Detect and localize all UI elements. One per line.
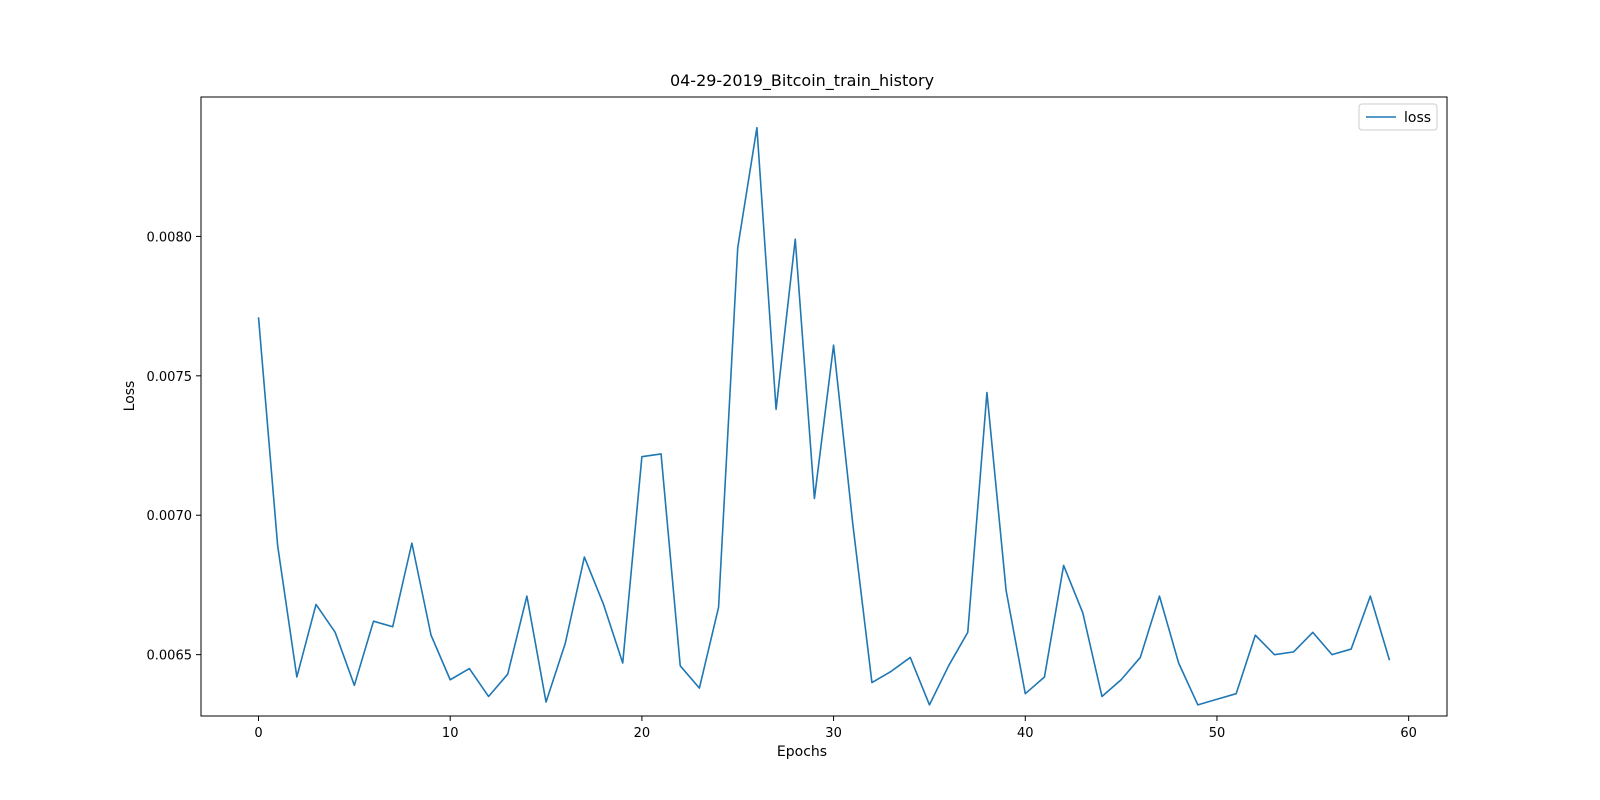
data-point xyxy=(814,498,815,499)
series-line-loss xyxy=(257,126,1391,706)
y-tick-label: 0.0080 xyxy=(147,230,193,245)
data-point xyxy=(891,671,892,672)
legend-box xyxy=(1358,103,1438,131)
data-point xyxy=(871,682,872,683)
data-point xyxy=(967,632,968,633)
data-point xyxy=(756,127,757,128)
data-point xyxy=(373,621,374,622)
data-point xyxy=(1331,654,1332,655)
y-tick-label: 0.0065 xyxy=(147,649,193,664)
data-point xyxy=(488,696,489,697)
data-point xyxy=(852,523,853,524)
plot-frame xyxy=(200,96,1448,717)
data-point xyxy=(1274,654,1275,655)
legend-label: loss xyxy=(1404,110,1431,126)
data-point xyxy=(603,604,604,605)
data-point xyxy=(584,557,585,558)
data-point xyxy=(1197,704,1198,705)
data-point xyxy=(1255,635,1256,636)
data-point xyxy=(661,453,662,454)
data-point xyxy=(699,688,700,689)
legend: loss xyxy=(1358,103,1438,131)
y-axis: 0.0065 0.0070 0.0075 0.0080 xyxy=(147,230,201,664)
data-point xyxy=(986,392,987,393)
data-point xyxy=(1063,565,1064,566)
data-point xyxy=(1140,657,1141,658)
data-point xyxy=(335,632,336,633)
data-point xyxy=(1101,696,1102,697)
x-tick-label: 0 xyxy=(254,726,262,741)
data-point xyxy=(718,607,719,608)
data-point xyxy=(622,663,623,664)
x-tick-label: 20 xyxy=(634,726,651,741)
data-point xyxy=(526,596,527,597)
data-point xyxy=(1025,693,1026,694)
x-tick-label: 50 xyxy=(1209,726,1226,741)
x-tick-label: 30 xyxy=(825,726,842,741)
data-point xyxy=(1044,676,1045,677)
data-point xyxy=(641,456,642,457)
data-point xyxy=(795,239,796,240)
plot-area xyxy=(257,126,1391,706)
x-axis: 0 10 20 30 40 50 60 xyxy=(254,716,1417,741)
data-point xyxy=(1312,632,1313,633)
data-point xyxy=(833,345,834,346)
data-point xyxy=(1236,693,1237,694)
data-point xyxy=(1159,596,1160,597)
data-point xyxy=(565,643,566,644)
data-point xyxy=(1389,660,1390,661)
x-axis-label: Epochs xyxy=(777,744,827,760)
data-point xyxy=(776,409,777,410)
y-axis-label: Loss xyxy=(122,381,138,412)
data-point xyxy=(1082,612,1083,613)
y-tick-label: 0.0070 xyxy=(147,509,193,524)
data-point xyxy=(1351,649,1352,650)
data-point xyxy=(948,665,949,666)
data-point xyxy=(296,676,297,677)
data-point xyxy=(1370,596,1371,597)
data-point xyxy=(507,674,508,675)
data-point xyxy=(680,665,681,666)
data-point xyxy=(546,702,547,703)
x-tick-label: 40 xyxy=(1017,726,1034,741)
data-point xyxy=(737,247,738,248)
data-point xyxy=(929,704,930,705)
y-tick-label: 0.0075 xyxy=(147,370,193,385)
data-point xyxy=(469,668,470,669)
data-point xyxy=(1293,651,1294,652)
x-tick-label: 60 xyxy=(1400,726,1417,741)
data-point xyxy=(431,635,432,636)
chart-title: 04-29-2019_Bitcoin_train_history xyxy=(670,71,934,91)
data-point xyxy=(316,604,317,605)
data-point xyxy=(392,626,393,627)
data-point xyxy=(411,543,412,544)
data-point xyxy=(258,317,259,318)
x-tick-label: 10 xyxy=(442,726,459,741)
data-point xyxy=(277,545,278,546)
data-point xyxy=(450,679,451,680)
data-point xyxy=(1006,590,1007,591)
data-point xyxy=(1216,699,1217,700)
data-point xyxy=(1121,679,1122,680)
data-point xyxy=(1178,663,1179,664)
data-point xyxy=(910,657,911,658)
data-point xyxy=(354,685,355,686)
